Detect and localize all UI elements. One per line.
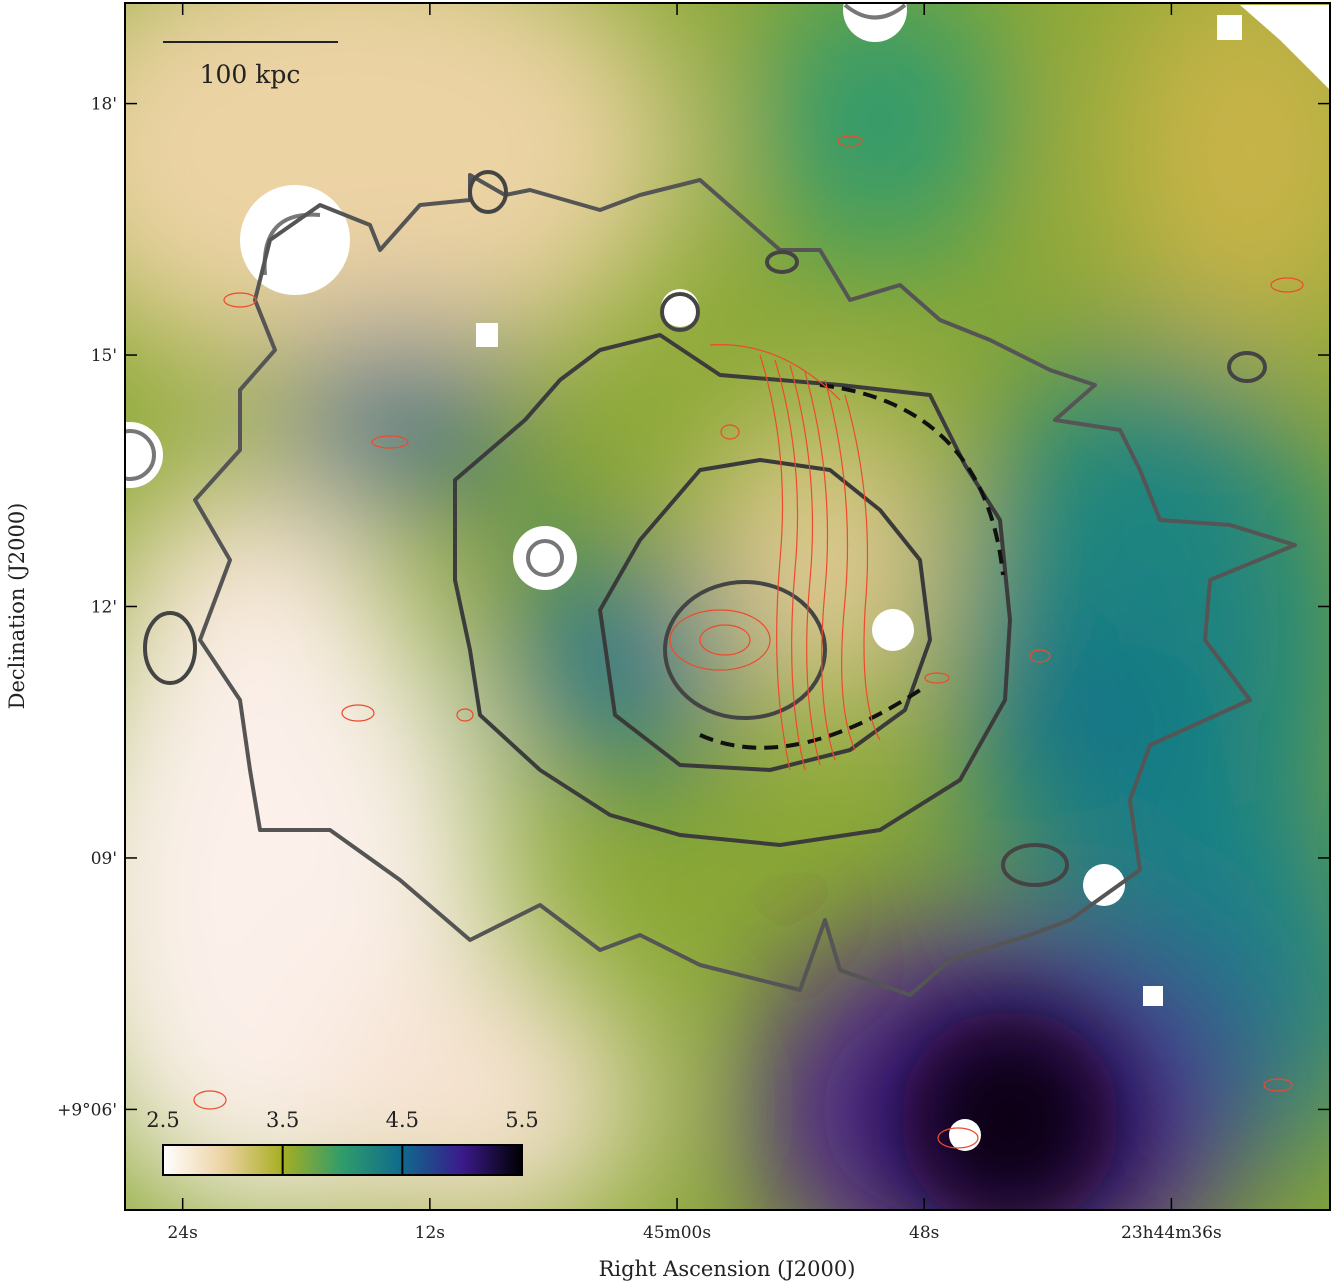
map-core — [900, 1010, 1120, 1210]
xray-contours — [143, 170, 1297, 997]
y-tick-label: 09' — [91, 849, 117, 869]
colorbar — [162, 1144, 523, 1176]
y-tick-label: 18' — [91, 95, 117, 115]
temperature-map — [125, 3, 1330, 1210]
y-tick-label: +9°06' — [57, 1100, 117, 1120]
x-axis-label: Right Ascension (J2000) — [599, 1257, 856, 1281]
masked-sources — [125, 3, 1330, 1151]
x-tick-label: 48s — [909, 1223, 939, 1243]
colorbar-tick-label: 5.5 — [505, 1108, 538, 1132]
colorbar-tick-label: 3.5 — [266, 1108, 299, 1132]
x-tick-label: 12s — [415, 1223, 445, 1243]
colorbar-tick-label: 2.5 — [146, 1108, 179, 1132]
map-regions — [125, 3, 1330, 1210]
x-tick-label: 23h44m36s — [1121, 1223, 1222, 1243]
colorbar-tick-label: 4.5 — [386, 1108, 419, 1132]
scale-bar-label: 100 kpc — [200, 60, 301, 89]
x-tick-label: 45m00s — [643, 1223, 711, 1243]
y-tick-label: 15' — [91, 346, 117, 366]
y-axis-label: Declination (J2000) — [5, 503, 29, 710]
x-tick-label: 24s — [167, 1223, 197, 1243]
radio-contours — [193, 135, 1304, 1149]
y-tick-label: 12' — [91, 598, 117, 618]
